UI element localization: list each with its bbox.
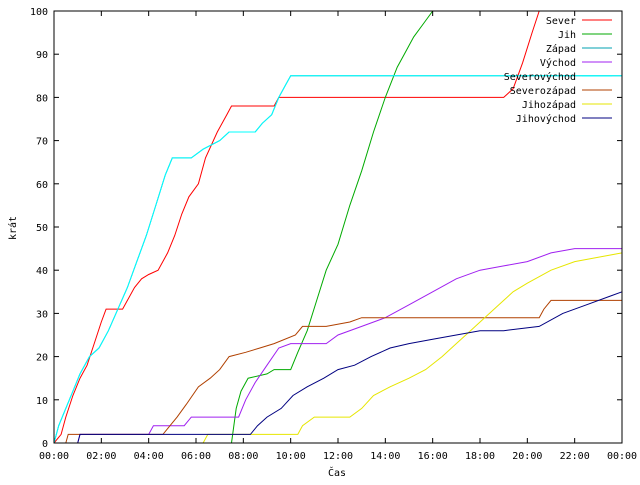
series-line-4	[54, 248, 622, 444]
x-tick-label: 04:00	[134, 451, 164, 462]
y-tick-label: 30	[36, 309, 48, 320]
series-line-2	[54, 10, 434, 444]
x-tick-label: 14:00	[370, 451, 400, 462]
legend-label: Jihozápad	[522, 99, 576, 111]
series-line-8	[54, 291, 623, 444]
legend-label: Severovýchod	[504, 71, 576, 83]
x-tick-label: 10:00	[276, 451, 306, 462]
y-tick-label: 50	[36, 223, 48, 234]
legend-label: Sever	[546, 16, 576, 27]
axes-layer: 00:00 02:00 04:00 06:00 08:00 10:00 12:00 14:00…	[30, 7, 637, 462]
y-tick-label: 70	[36, 137, 48, 148]
y-tick-label: 100	[30, 7, 48, 18]
legend-label: Jih	[558, 30, 576, 41]
x-tick-label: 06:00	[181, 451, 211, 462]
x-tick-label: 22:00	[560, 451, 590, 462]
x-tick-label: 12:00	[323, 451, 353, 462]
legend: Sever Jih Západ Východ Severovýchod Severozáp…	[504, 16, 612, 125]
y-tick-label: 20	[36, 353, 48, 364]
y-tick-label: 60	[36, 180, 48, 191]
x-tick-label: 18:00	[465, 451, 495, 462]
series-layer	[53, 10, 623, 444]
series-line-5	[53, 75, 622, 444]
y-tick-label: 10	[36, 396, 48, 407]
x-tick-label: 08:00	[228, 451, 258, 462]
x-tick-label: 00:00	[607, 451, 637, 462]
y-tick-label: 80	[36, 93, 48, 104]
legend-label: Východ	[540, 57, 576, 69]
x-tick-label: 02:00	[86, 451, 116, 462]
x-tick-label: 16:00	[418, 451, 448, 462]
y-tick-label: 90	[36, 50, 48, 61]
y-axis-label: krát	[7, 216, 19, 240]
x-tick-label: 20:00	[512, 451, 542, 462]
legend-label: Severozápad	[510, 85, 576, 97]
series-line-7	[54, 252, 623, 444]
y-tick-label: 0	[42, 439, 48, 450]
x-tick-label: 00:00	[39, 451, 69, 462]
y-tick-label: 40	[36, 266, 48, 277]
series-line-6	[54, 299, 622, 444]
legend-label: Západ	[546, 43, 576, 55]
legend-label: Jihovýchod	[516, 113, 576, 125]
x-axis-label: Čas	[328, 466, 346, 479]
